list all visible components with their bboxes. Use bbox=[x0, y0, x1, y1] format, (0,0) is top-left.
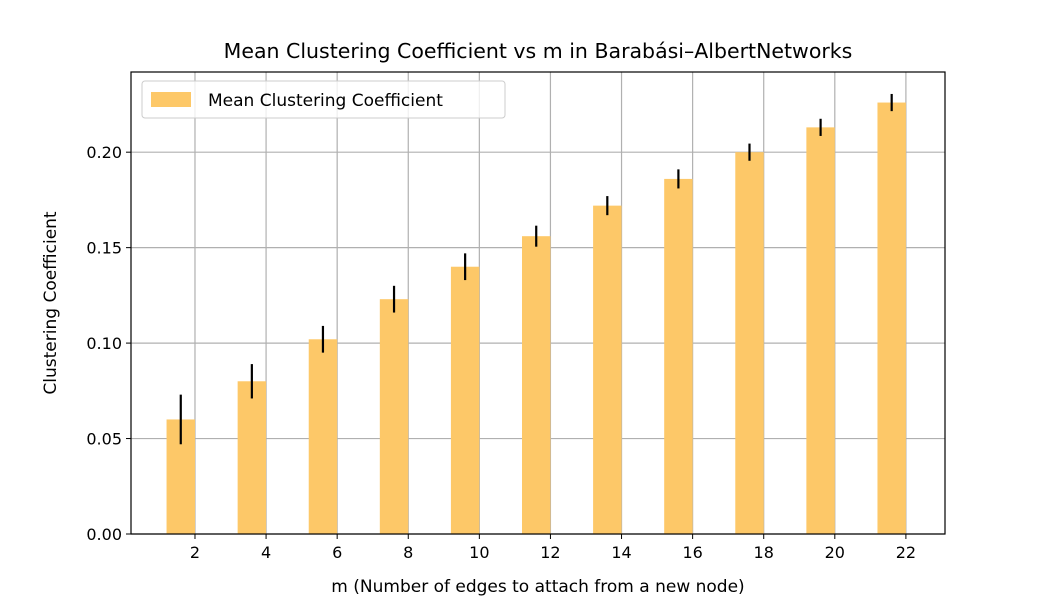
x-tick-label: 8 bbox=[403, 543, 413, 562]
bar bbox=[735, 152, 764, 534]
y-tick-label: 0.10 bbox=[86, 334, 122, 353]
legend-label: Mean Clustering Coefficient bbox=[208, 91, 443, 111]
bar bbox=[522, 236, 551, 534]
x-tick-label: 10 bbox=[469, 543, 489, 562]
bar bbox=[308, 339, 338, 534]
legend-swatch bbox=[151, 92, 191, 107]
bar bbox=[379, 299, 409, 534]
bar bbox=[664, 178, 693, 534]
x-tick-label: 2 bbox=[190, 543, 200, 562]
bars bbox=[166, 102, 906, 535]
x-tick-label: 4 bbox=[261, 543, 271, 562]
x-tick-label: 20 bbox=[825, 543, 845, 562]
y-tick-label: 0.15 bbox=[86, 239, 122, 258]
chart-title: Mean Clustering Coefficient vs m in Bara… bbox=[224, 39, 853, 63]
y-tick-label: 0.05 bbox=[86, 430, 122, 449]
bar bbox=[877, 102, 906, 534]
plot-frame bbox=[130, 71, 946, 535]
bar bbox=[237, 381, 267, 534]
error-bars bbox=[179, 93, 893, 445]
y-axis-label: Clustering Coefficient bbox=[41, 211, 61, 394]
x-axis-label: m (Number of edges to attach from a new … bbox=[331, 577, 744, 597]
y-axis: 0.00 0.05 0.10 0.15 0.20 bbox=[86, 143, 131, 544]
x-tick-label: 12 bbox=[540, 543, 560, 562]
x-axis: 2 4 6 8 10 12 14 16 18 20 22 bbox=[190, 534, 916, 562]
bar bbox=[593, 205, 622, 535]
bar bbox=[806, 127, 835, 534]
legend-box bbox=[141, 80, 506, 119]
x-tick-label: 14 bbox=[611, 543, 631, 562]
y-tick-label: 0.00 bbox=[86, 525, 122, 544]
legend: Mean Clustering Coefficient bbox=[141, 80, 506, 119]
x-tick-label: 22 bbox=[896, 543, 916, 562]
x-tick-label: 18 bbox=[754, 543, 774, 562]
x-tick-label: 16 bbox=[682, 543, 702, 562]
y-tick-label: 0.20 bbox=[86, 143, 122, 162]
x-tick-label: 6 bbox=[332, 543, 342, 562]
bar bbox=[450, 266, 480, 534]
